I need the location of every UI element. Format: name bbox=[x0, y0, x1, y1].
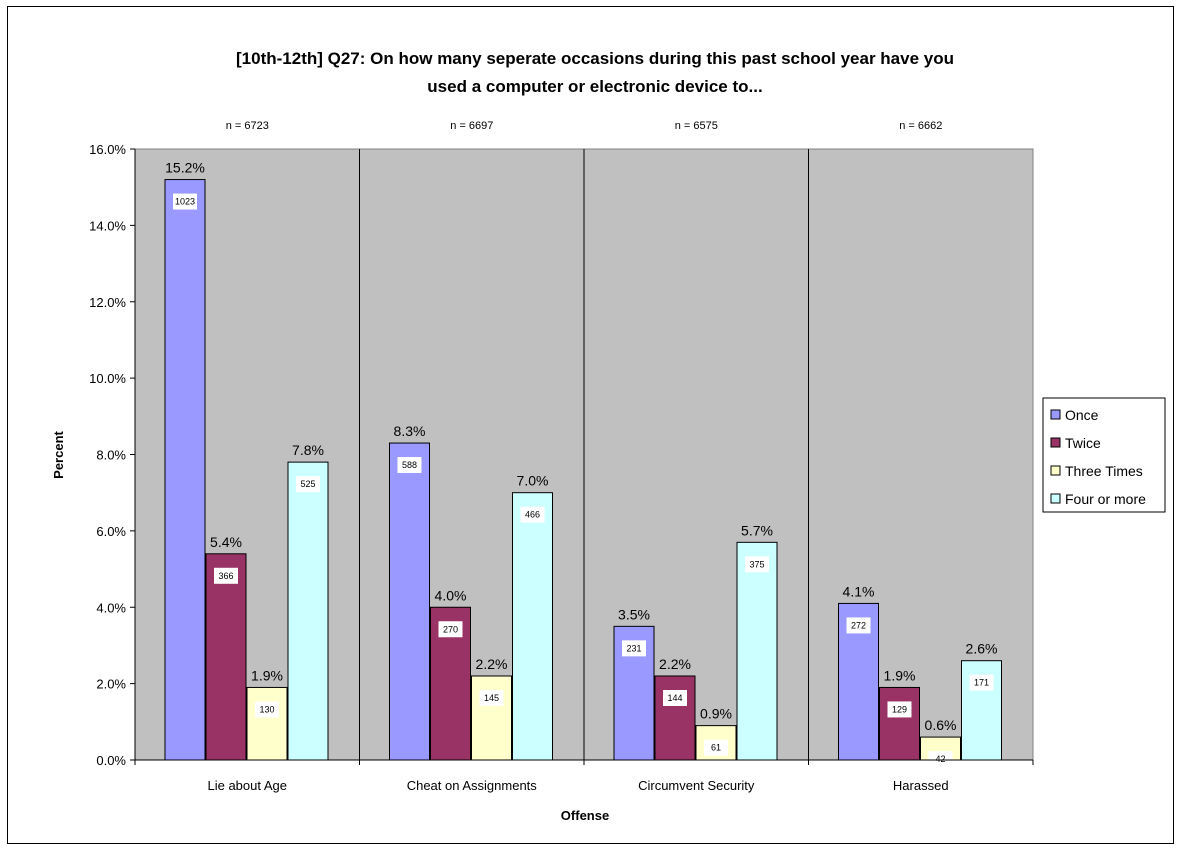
count-label-box bbox=[173, 193, 197, 210]
count-label: 171 bbox=[974, 678, 989, 688]
legend-swatch bbox=[1050, 409, 1061, 420]
percent-label: 4.0% bbox=[435, 587, 467, 603]
count-label-box bbox=[479, 689, 504, 706]
count-label-box bbox=[296, 476, 320, 493]
bar bbox=[164, 179, 206, 761]
legend-label: Three Times bbox=[1065, 463, 1143, 479]
count-label: 61 bbox=[711, 743, 721, 753]
group-dividers bbox=[359, 149, 809, 760]
count-label-box bbox=[255, 701, 279, 718]
legend-box bbox=[1042, 397, 1166, 513]
percent-label: 0.9% bbox=[700, 706, 732, 722]
bar bbox=[287, 461, 329, 761]
legend-label: Twice bbox=[1065, 435, 1101, 451]
percent-label: 2.2% bbox=[476, 656, 508, 672]
bar bbox=[879, 686, 920, 761]
chart-title-line-2: used a computer or electronic device to.… bbox=[427, 77, 762, 96]
bar bbox=[389, 442, 430, 761]
x-axis: Lie about Age Cheat on Assignments Circumv… bbox=[134, 759, 1034, 793]
count-label: 130 bbox=[259, 704, 274, 714]
count-label-box bbox=[745, 556, 769, 573]
count-label-box bbox=[520, 506, 545, 523]
x-tick-label: Cheat on Assignments bbox=[407, 778, 538, 793]
percent-label: 5.4% bbox=[210, 534, 242, 550]
y-tick-label: 14.0% bbox=[89, 218, 126, 233]
count-label: 525 bbox=[300, 479, 315, 489]
count-label-box bbox=[214, 567, 238, 584]
legend-swatch bbox=[1050, 437, 1061, 448]
count-label-box bbox=[928, 751, 953, 768]
count-label: 42 bbox=[935, 754, 945, 764]
count-label-box bbox=[663, 689, 687, 706]
bar bbox=[246, 686, 288, 761]
percent-label: 1.9% bbox=[884, 667, 916, 683]
count-label: 145 bbox=[484, 693, 499, 703]
y-tick-label: 12.0% bbox=[89, 295, 126, 310]
count-label-box bbox=[846, 617, 871, 634]
percent-label: 15.2% bbox=[165, 160, 205, 176]
count-label: 1023 bbox=[175, 197, 195, 207]
count-label: 366 bbox=[218, 571, 233, 581]
percent-label: 2.6% bbox=[966, 641, 998, 657]
legend-swatch bbox=[1050, 493, 1061, 504]
percent-label: 5.7% bbox=[741, 522, 773, 538]
count-label: 588 bbox=[402, 460, 417, 470]
y-axis-title: Percent bbox=[51, 430, 66, 478]
x-tick-label: Circumvent Security bbox=[638, 778, 755, 793]
bar bbox=[736, 541, 778, 761]
y-tick-label: 8.0% bbox=[96, 448, 126, 463]
percent-label: 8.3% bbox=[394, 423, 426, 439]
percent-label: 3.5% bbox=[618, 606, 650, 622]
percent-label: 1.9% bbox=[251, 667, 283, 683]
group-n-label: n = 6662 bbox=[899, 120, 942, 132]
y-tick-label: 4.0% bbox=[96, 600, 126, 615]
bar bbox=[654, 675, 696, 761]
count-label-box bbox=[887, 701, 912, 718]
bar bbox=[471, 675, 512, 761]
group-n-label: n = 6575 bbox=[675, 120, 718, 132]
chart-title-line-1: [10th-12th] Q27: On how many seperate oc… bbox=[236, 49, 954, 68]
count-label: 129 bbox=[892, 704, 907, 714]
legend: Once Twice Three Times Four or more bbox=[1042, 397, 1166, 513]
percent-label: 4.1% bbox=[843, 583, 875, 599]
legend-label: Four or more bbox=[1065, 491, 1146, 507]
x-tick-label: Harassed bbox=[893, 778, 949, 793]
group-n-labels: n = 6723 n = 6697 n = 6575 n = 6662 bbox=[226, 120, 943, 132]
legend-swatch bbox=[1050, 465, 1061, 476]
percent-label: 7.0% bbox=[517, 473, 549, 489]
count-label: 231 bbox=[626, 643, 641, 653]
x-axis-title: Offense bbox=[561, 808, 609, 823]
percent-label: 2.2% bbox=[659, 656, 691, 672]
count-label: 270 bbox=[443, 624, 458, 634]
count-label-box bbox=[704, 739, 728, 756]
group-n-label: n = 6697 bbox=[450, 120, 493, 132]
data-labels-layer: 15.2% 1023 8.3% 588 3.5% 231 4.1% 272 5.4% 366 4.0… bbox=[165, 160, 997, 768]
bar bbox=[205, 553, 247, 761]
bar bbox=[512, 492, 553, 761]
y-tick-label: 6.0% bbox=[96, 524, 126, 539]
legend-label: Once bbox=[1065, 407, 1099, 423]
count-label: 466 bbox=[525, 510, 540, 520]
percent-label: 7.8% bbox=[292, 442, 324, 458]
y-tick-label: 2.0% bbox=[96, 677, 126, 692]
count-label: 144 bbox=[667, 693, 682, 703]
count-label: 272 bbox=[851, 620, 866, 630]
group-n-label: n = 6723 bbox=[226, 120, 269, 132]
count-label: 375 bbox=[749, 559, 764, 569]
x-tick-label: Lie about Age bbox=[207, 778, 287, 793]
y-tick-label: 16.0% bbox=[89, 142, 126, 157]
count-label-box bbox=[969, 674, 994, 691]
y-tick-label: 10.0% bbox=[89, 371, 126, 386]
percent-label: 0.6% bbox=[925, 717, 957, 733]
count-label-box bbox=[397, 457, 422, 474]
y-tick-label: 0.0% bbox=[96, 753, 126, 768]
count-label-box bbox=[622, 640, 646, 657]
count-label-box bbox=[438, 621, 463, 638]
y-axis: 0.0% 2.0% 4.0% 6.0% 8.0% 10.0% 12.0% 14.0% 16.0% bbox=[89, 142, 136, 768]
